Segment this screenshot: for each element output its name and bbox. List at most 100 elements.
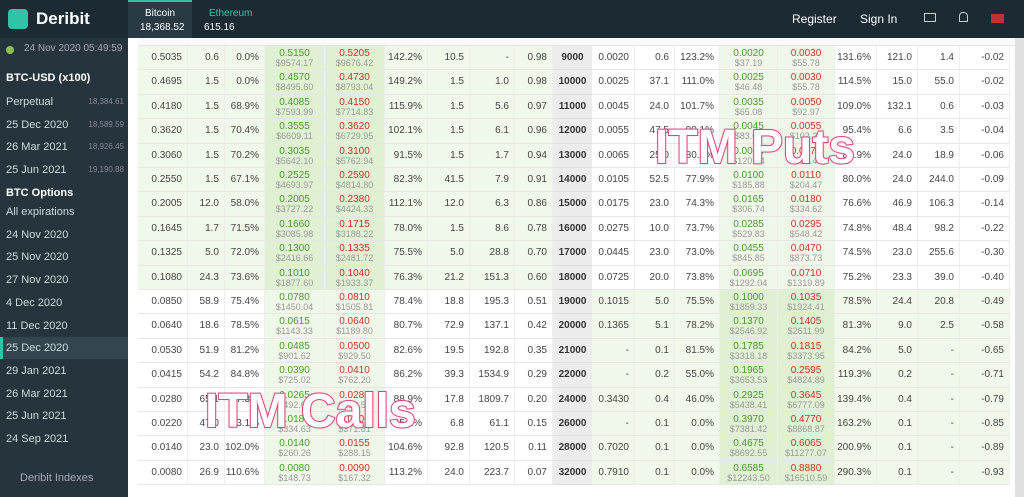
cell[interactable]: 244.0 [918,168,960,193]
cell[interactable]: -0.79 [960,387,1010,412]
cell[interactable]: 0.1015 [592,290,635,315]
cell[interactable]: 95.4% [835,119,877,144]
cell[interactable]: 1.5 [188,70,225,95]
cell[interactable]: 0.2550 [138,168,188,193]
cell[interactable]: 0.3620 $6729.95 [325,119,385,144]
cell[interactable]: 73.0% [675,241,720,266]
cell[interactable]: 77.9% [675,168,720,193]
cell[interactable]: 123.2% [675,46,720,71]
cell[interactable]: 0.0640 [138,314,188,339]
cell[interactable]: 0.0615 $1143.33 [265,314,325,339]
strike-cell[interactable]: 22000 [553,363,592,388]
cell[interactable]: 0.6065 $11277.07 [778,436,835,461]
cell[interactable]: -0.85 [960,412,1010,437]
cell[interactable]: 0.1785 $3318.18 [720,338,778,364]
cell[interactable]: 18.9 [918,143,960,168]
cell[interactable]: 73.7% [675,216,720,242]
cell[interactable]: -0.89 [960,436,1010,461]
cell[interactable]: 0.11 [515,436,553,461]
cell[interactable]: 0.0050 $92.97 [778,94,835,120]
cell[interactable]: 106.3 [918,192,960,217]
cell[interactable]: 1.5 [188,143,225,168]
cell[interactable]: 0.1 [877,412,918,437]
cell[interactable]: 76.6% [835,192,877,217]
cell[interactable]: 78.4% [385,290,428,315]
expiration[interactable]: All expirations [6,206,75,218]
cell[interactable]: 5.0 [635,290,675,315]
cell[interactable]: 0.0% [675,436,720,461]
cell[interactable]: 0.0100 $185.88 [720,168,778,193]
cell[interactable]: 18.6 [188,314,225,339]
cell[interactable]: 75.4% [225,290,265,315]
cell[interactable]: 0.0850 [138,290,188,315]
strike-cell[interactable]: 32000 [553,460,592,486]
cell[interactable]: 0.0110 $204.47 [778,168,835,193]
cell[interactable]: 48.4 [877,216,918,242]
cell[interactable]: 149.2% [385,70,428,95]
cell[interactable]: 7.9 [470,168,515,193]
cell[interactable]: 85.9% [835,143,877,168]
cell[interactable]: 0.1 [635,460,675,486]
cell[interactable]: 24.0 [877,143,918,168]
cell[interactable]: 0.4180 [138,94,188,120]
cell[interactable]: 192.8 [470,338,515,364]
cell[interactable]: 1.5 [428,119,470,144]
cell[interactable]: 0.91 [515,168,553,193]
cell[interactable]: 71.5% [225,216,265,242]
cell[interactable]: 110.6% [225,460,265,486]
expiration[interactable]: 25 Dec 2020 [6,342,69,355]
cell[interactable]: 0.2 [635,363,675,388]
cell[interactable]: 0.0265 $492.64 [265,387,325,412]
cell[interactable]: 20.0 [635,265,675,290]
tab-price[interactable]: 18,368.52 [140,22,185,33]
cell[interactable]: 1.5 [188,168,225,193]
footer-link[interactable]: Deribit Indexes [20,472,94,484]
cell[interactable]: 0.0% [225,70,265,95]
cell[interactable]: 0.3430 [592,387,635,412]
cell[interactable]: 84.2% [835,338,877,364]
cell[interactable]: 86.2% [385,363,428,388]
future-name[interactable]: 25 Jun 2021 [6,163,67,176]
cell[interactable]: 92.8 [428,436,470,461]
cell[interactable]: 1.5 [188,119,225,144]
cell[interactable]: 24.0 [635,94,675,120]
cell[interactable]: 0.0445 [592,241,635,266]
cell[interactable]: 1.7 [470,143,515,168]
cell[interactable]: 0.4770 $8868.87 [778,412,835,437]
cell[interactable]: 58.9 [188,290,225,315]
cell[interactable]: 24.4 [877,290,918,315]
cell[interactable]: - [918,436,960,461]
tab-price[interactable]: 615.16 [204,22,235,33]
cell[interactable]: 0.1 [635,412,675,437]
cell[interactable]: 0.0140 [138,436,188,461]
cell[interactable]: 17.8 [428,387,470,412]
cell[interactable]: 0.4 [635,387,675,412]
cell[interactable]: 47.5 [635,119,675,144]
cell[interactable]: 23.0 [188,436,225,461]
cell[interactable]: 0.97 [515,94,553,120]
cell[interactable]: 115.9% [385,94,428,120]
strike-cell[interactable]: 10000 [553,70,592,95]
cell[interactable]: 0.0295 $548.42 [778,216,835,242]
cell[interactable]: 95.2% [385,412,428,437]
cell[interactable]: 0.1 [635,338,675,364]
nav-link[interactable]: Register [792,12,837,26]
cell[interactable]: 0.07 [515,460,553,486]
future-price[interactable]: 18,589.59 [88,119,124,129]
cell[interactable]: 0.3555 $6609.11 [265,119,325,144]
cell[interactable]: - [470,46,515,71]
cell[interactable]: - [592,338,635,364]
cell[interactable]: 0.6585 $12243.50 [720,460,778,486]
cell[interactable]: 0.4085 $7593.99 [265,94,325,120]
cell[interactable]: 137.1 [470,314,515,339]
cell[interactable]: 0.1080 [138,265,188,290]
cell[interactable]: - [592,412,635,437]
cell[interactable]: 0.0020 [592,46,635,71]
cell[interactable]: 0.0415 [138,363,188,388]
cell[interactable]: 0.1660 $3085.98 [265,216,325,242]
cell[interactable]: 0.6 [188,46,225,71]
cell[interactable]: 5.6 [470,94,515,120]
cell[interactable]: 119.3% [835,363,877,388]
cell[interactable]: 1.4 [918,46,960,71]
tab-name[interactable]: Bitcoin [145,8,176,19]
